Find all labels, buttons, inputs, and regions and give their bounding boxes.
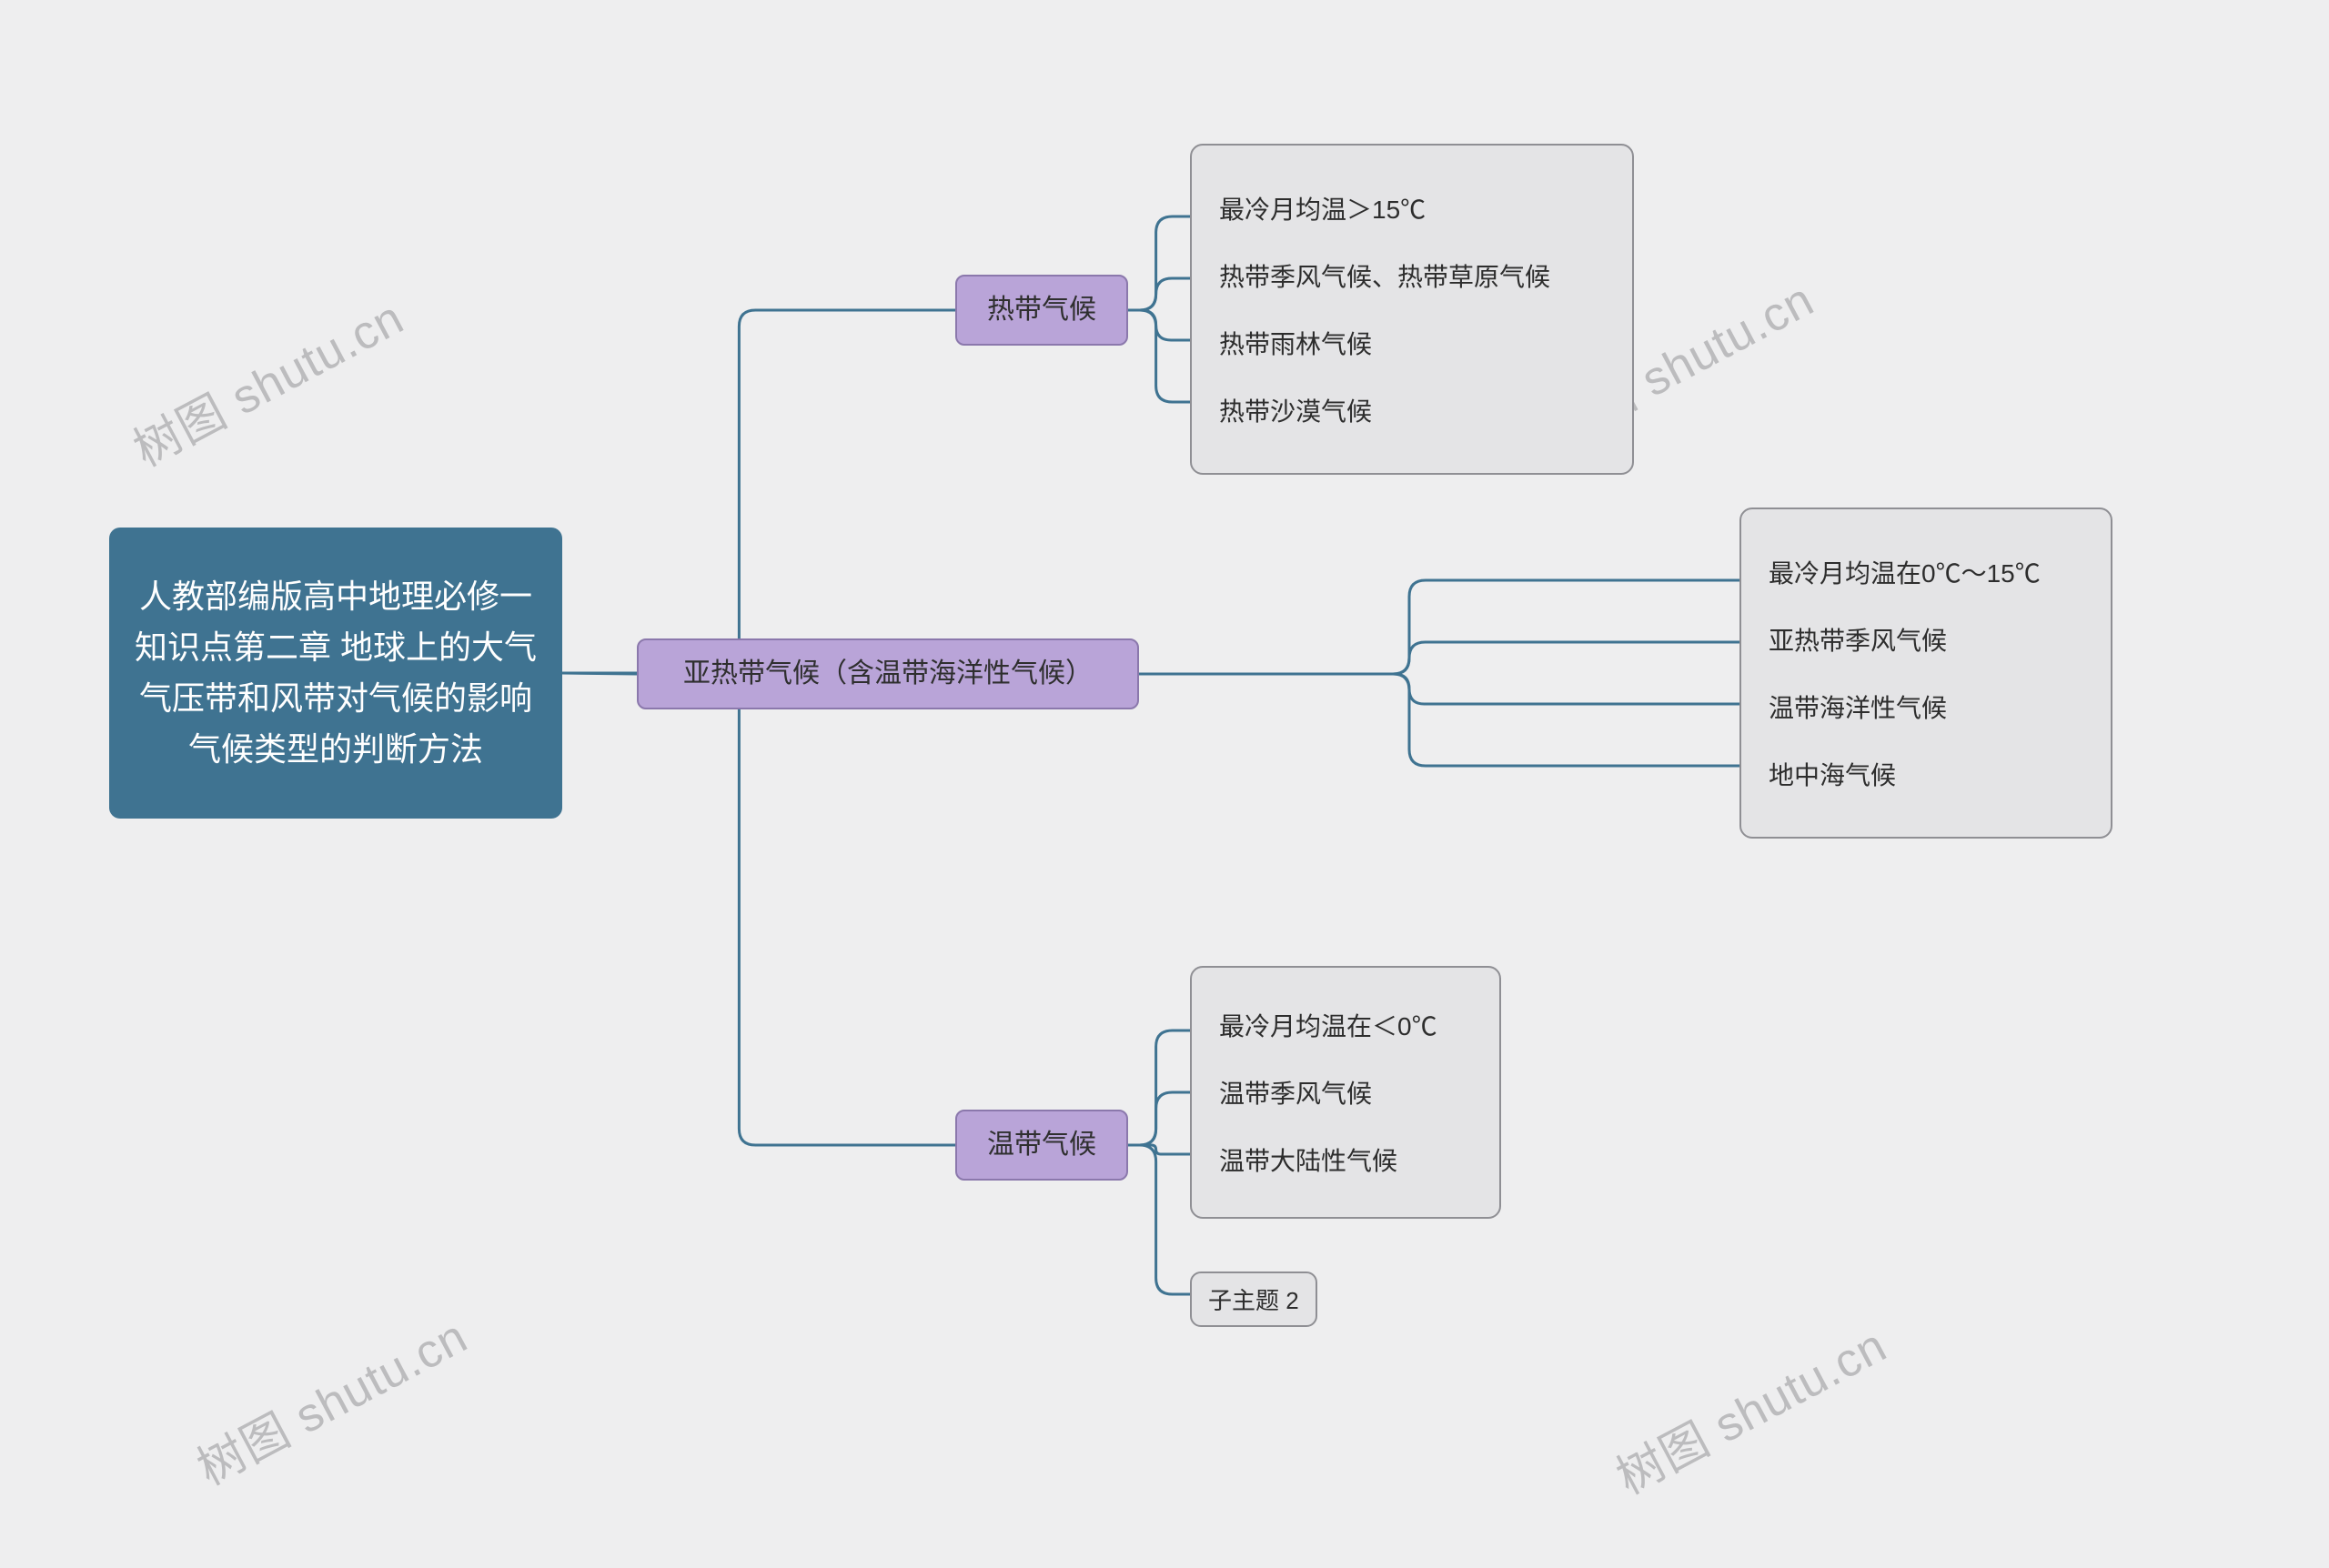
branch-node-temperate[interactable]: 温带气候	[955, 1110, 1128, 1181]
mindmap-canvas: 树图 shutu.cn 树图 shutu.cn 树图 shutu.cn 树图 s…	[0, 0, 2329, 1568]
root-label: 人教部编版高中地理必修一知识点第二章 地球上的大气 气压带和风带对气候的影响 气…	[135, 571, 537, 774]
leaf-group-subtropical[interactable]: 最冷月均温在0℃～15℃ 亚热带季风气候温带海洋性气候地中海气候	[1739, 508, 2112, 839]
leaf-item: 温带海洋性气候	[1769, 689, 2083, 725]
leaf-item: 热带季风气候、热带草原气候	[1219, 257, 1605, 294]
leaf-item: 最冷月均温在＜0℃	[1219, 1007, 1472, 1043]
leaf-extra-temperate[interactable]: 子主题 2	[1190, 1271, 1317, 1327]
branch-label: 亚热带气候（含温带海洋性气候）	[683, 653, 1093, 696]
leaf-item: 热带雨林气候	[1219, 325, 1605, 361]
leaf-group-tropical[interactable]: 最冷月均温＞15℃ 热带季风气候、热带草原气候热带雨林气候热带沙漠气候	[1190, 144, 1634, 475]
leaf-item: 热带沙漠气候	[1219, 392, 1605, 428]
branch-label: 温带气候	[987, 1124, 1096, 1167]
leaf-item: 最冷月均温在0℃～15℃	[1769, 554, 2083, 590]
branch-node-subtropical[interactable]: 亚热带气候（含温带海洋性气候）	[637, 638, 1139, 709]
branch-node-tropical[interactable]: 热带气候	[955, 275, 1128, 346]
watermark: 树图 shutu.cn	[119, 280, 413, 479]
root-node[interactable]: 人教部编版高中地理必修一知识点第二章 地球上的大气 气压带和风带对气候的影响 气…	[109, 528, 562, 819]
leaf-item: 温带大陆性气候	[1219, 1141, 1472, 1178]
leaf-item: 亚热带季风气候	[1769, 621, 2083, 658]
leaf-item: 最冷月均温＞15℃	[1219, 190, 1605, 226]
leaf-item: 地中海气候	[1769, 756, 2083, 792]
branch-label: 热带气候	[987, 289, 1096, 332]
leaf-item: 温带季风气候	[1219, 1074, 1472, 1111]
watermark: 树图 shutu.cn	[183, 1299, 477, 1498]
leaf-group-temperate[interactable]: 最冷月均温在＜0℃ 温带季风气候温带大陆性气候	[1190, 966, 1501, 1219]
watermark: 树图 shutu.cn	[1602, 1308, 1896, 1507]
